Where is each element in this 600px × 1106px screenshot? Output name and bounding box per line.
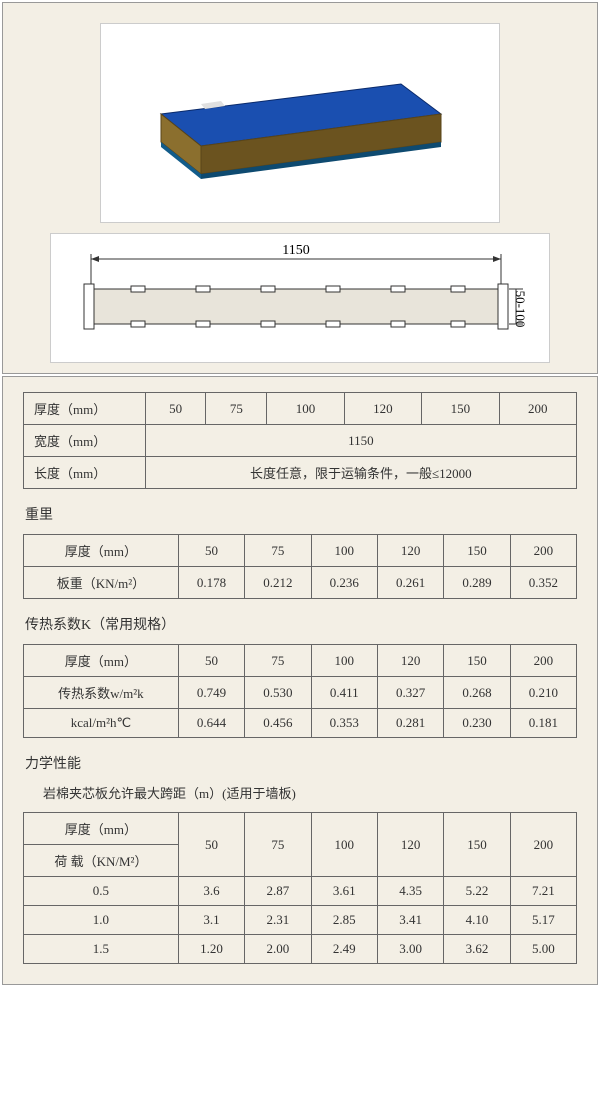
product-image — [100, 23, 500, 223]
table-row: 传热系数w/m²k 0.749 0.530 0.411 0.327 0.268 … — [24, 677, 577, 709]
kvalue-title: 传热系数K（常用规格） — [25, 614, 577, 634]
cross-section-diagram: 1150 — [50, 233, 550, 363]
table-row: 宽度（mm） 1150 — [24, 425, 577, 457]
kvalue-table: 厚度（mm） 50 75 100 120 150 200 传热系数w/m²k 0… — [23, 644, 577, 738]
weight-table: 厚度（mm） 50 75 100 120 150 200 板重（KN/m²） 0… — [23, 534, 577, 599]
width-label: 宽度（mm） — [24, 425, 146, 457]
spec-panel: 厚度（mm） 50 75 100 120 150 200 宽度（mm） 1150… — [2, 376, 598, 985]
table-row: kcal/m²h℃ 0.644 0.456 0.353 0.281 0.230 … — [24, 709, 577, 738]
table-row: 1.0 3.1 2.31 2.85 3.41 4.10 5.17 — [24, 906, 577, 935]
table-row: 板重（KN/m²） 0.178 0.212 0.236 0.261 0.289 … — [24, 567, 577, 599]
mech-title: 力学性能 — [25, 753, 577, 773]
width-value: 1150 — [145, 425, 576, 457]
table-row: 厚度（mm） 50 75 100 120 150 200 — [24, 535, 577, 567]
image-panel: 1150 — [2, 2, 598, 374]
length-label: 长度（mm） — [24, 457, 146, 489]
width-dim-label: 1150 — [282, 243, 309, 258]
height-dim-label: 50-100 — [513, 291, 528, 328]
length-value: 长度任意，限于运输条件，一般≤12000 — [145, 457, 576, 489]
weight-title: 重里 — [25, 504, 577, 524]
dimensions-table: 厚度（mm） 50 75 100 120 150 200 宽度（mm） 1150… — [23, 392, 577, 489]
table-row: 1.5 1.20 2.00 2.49 3.00 3.62 5.00 — [24, 935, 577, 964]
mech-subtitle: 岩棉夹芯板允许最大跨距（m）(适用于墙板) — [43, 783, 577, 802]
table-row: 厚度（mm） 50 75 100 120 150 200 — [24, 813, 577, 845]
table-row: 长度（mm） 长度任意，限于运输条件，一般≤12000 — [24, 457, 577, 489]
thickness-label: 厚度（mm） — [24, 393, 146, 425]
table-row: 厚度（mm） 50 75 100 120 150 200 — [24, 645, 577, 677]
mech-table: 厚度（mm） 50 75 100 120 150 200 荷 载（KN/M²） … — [23, 812, 577, 964]
table-row: 厚度（mm） 50 75 100 120 150 200 — [24, 393, 577, 425]
table-row: 0.5 3.6 2.87 3.61 4.35 5.22 7.21 — [24, 877, 577, 906]
